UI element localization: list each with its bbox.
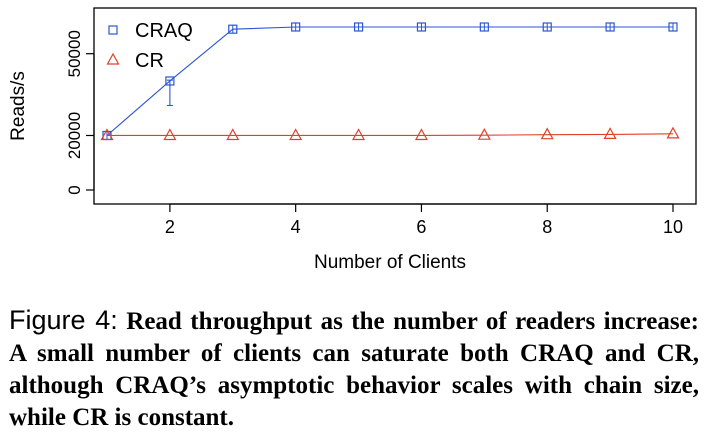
x-axis: 2 4 6 8 10 xyxy=(165,203,683,237)
x-tick-label: 8 xyxy=(542,217,552,237)
craq-point xyxy=(479,22,489,32)
cr-point xyxy=(414,128,428,141)
cr-point xyxy=(289,128,303,141)
square-marker-outline xyxy=(291,22,301,32)
x-tick-label: 4 xyxy=(291,217,301,237)
cr-series xyxy=(100,126,680,141)
caption-text: Read throughput as the number of readers… xyxy=(9,308,699,431)
legend-cr-label: CR xyxy=(135,50,164,72)
cr-point xyxy=(226,128,240,141)
craq-point xyxy=(605,22,615,32)
throughput-chart: 0 20000 50000 2 4 6 8 10 CRAQ CR Number of Clie… xyxy=(8,7,697,273)
craq-point xyxy=(228,24,238,34)
craq-point xyxy=(353,22,364,32)
square-marker-outline xyxy=(542,22,552,32)
y-tick-label: 20000 xyxy=(65,112,84,159)
cr-line xyxy=(107,133,674,137)
cr-point xyxy=(352,128,366,141)
cr-point xyxy=(540,127,554,140)
craq-point xyxy=(416,22,427,32)
y-axis-label: Reads/s xyxy=(8,71,29,141)
square-marker-outline xyxy=(165,76,175,86)
craq-point xyxy=(165,76,175,86)
y-tick-label: 0 xyxy=(65,185,84,194)
x-tick-label: 2 xyxy=(165,217,175,237)
x-tick-label: 6 xyxy=(416,217,426,237)
square-marker-outline xyxy=(605,22,615,32)
square-marker-outline xyxy=(228,24,238,34)
series-layer xyxy=(100,22,680,141)
cr-point xyxy=(666,126,680,139)
craq-point xyxy=(542,22,552,32)
x-tick-label: 10 xyxy=(663,217,683,237)
craq-line xyxy=(106,26,673,136)
figure-caption: Figure 4: Read throughput as the number … xyxy=(9,304,699,434)
square-marker-outline xyxy=(353,22,364,32)
legend-craq-label: CRAQ xyxy=(135,20,193,42)
legend-cr-marker xyxy=(106,52,120,65)
square-marker-outline xyxy=(108,25,118,35)
y-tick-label: 50000 xyxy=(65,30,84,77)
craq-point xyxy=(291,22,301,32)
cr-point xyxy=(100,128,114,141)
y-axis: 0 20000 50000 xyxy=(65,30,95,195)
legend-craq-marker xyxy=(108,25,118,35)
square-marker-outline xyxy=(416,22,427,32)
figure-label: Figure 4: xyxy=(9,305,118,335)
square-marker-outline xyxy=(668,22,678,32)
craq-point xyxy=(668,22,678,32)
cr-point xyxy=(163,128,177,141)
cr-point xyxy=(477,127,491,140)
x-axis-label: Number of Clients xyxy=(314,252,466,273)
cr-point xyxy=(603,127,617,139)
square-marker-outline xyxy=(479,22,489,32)
legend: CRAQ CR xyxy=(106,20,193,72)
